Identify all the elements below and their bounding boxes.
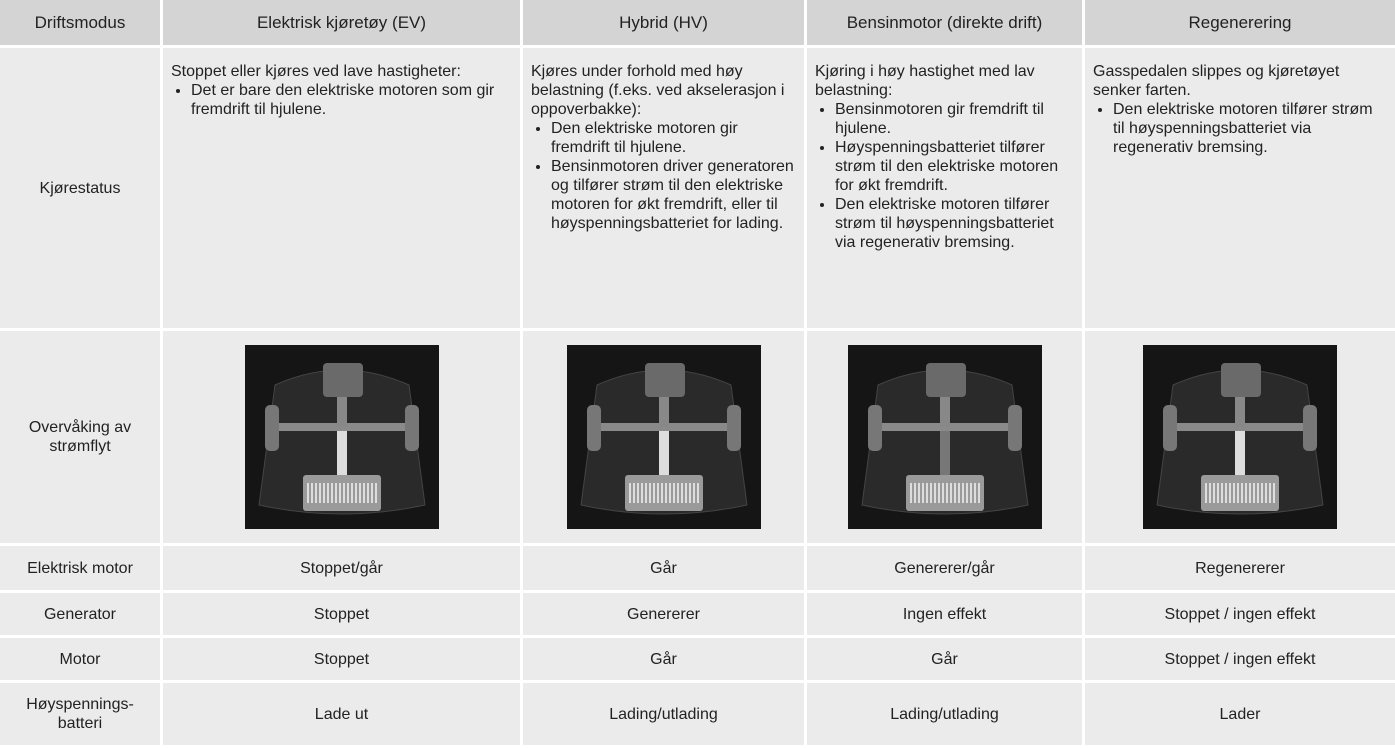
row-label: Elektrisk motor — [0, 546, 160, 590]
cell: Stoppet / ingen effekt — [1085, 638, 1395, 680]
header-cell: Driftsmodus — [0, 0, 160, 45]
status-cell: Kjøres under forhold med høy belastning … — [523, 48, 804, 328]
cell: Lading/utlading — [523, 683, 804, 745]
bullet: Bensinmotoren driver generatoren og tilf… — [551, 157, 796, 233]
header-cell: Elektrisk kjøretøy (EV) — [163, 0, 520, 45]
bullet-list: Den elektriske motoren tilfører strøm ti… — [1093, 100, 1387, 157]
intro: Kjøres under forhold med høy belastning … — [531, 63, 785, 118]
bullet: Høyspenningsbatteriet tilfører strøm til… — [835, 138, 1074, 195]
bullet: Den elektriske motoren tilfører strøm ti… — [1113, 100, 1387, 157]
cell: Genererer — [523, 593, 804, 635]
row-label: Kjørestatus — [0, 48, 160, 328]
header-cell: Hybrid (HV) — [523, 0, 804, 45]
cell: Lading/utlading — [807, 683, 1082, 745]
cell: Går — [523, 638, 804, 680]
intro: Stoppet eller kjøres ved lave hastighete… — [171, 63, 461, 80]
bullet: Den elektriske motoren gir fremdrift til… — [551, 119, 796, 157]
status-cell: Stoppet eller kjøres ved lave hastighete… — [163, 48, 520, 328]
power-flow-image — [847, 345, 1042, 529]
power-flow-image — [1143, 345, 1337, 529]
bullet-list: Den elektriske motoren gir fremdrift til… — [531, 119, 796, 233]
cell: Lader — [1085, 683, 1395, 745]
header-cell: Bensinmotor (direkte drift) — [807, 0, 1082, 45]
status-cell: Gasspedalen slippes og kjøretøyet senker… — [1085, 48, 1395, 328]
intro: Kjøring i høy hastighet med lav belastni… — [815, 63, 1035, 99]
bullet: Den elektriske motoren tilfører strøm ti… — [835, 195, 1074, 252]
cell: Stoppet — [163, 638, 520, 680]
intro: Gasspedalen slippes og kjøretøyet senker… — [1093, 63, 1340, 99]
cell: Stoppet/går — [163, 546, 520, 590]
cell: Går — [523, 546, 804, 590]
bullet: Det er bare den elektriske motoren som g… — [191, 81, 512, 119]
header-cell: Regenerering — [1085, 0, 1395, 45]
row-label: Overvåking av strømflyt — [0, 331, 160, 543]
cell: Går — [807, 638, 1082, 680]
image-cell — [523, 331, 804, 543]
status-cell: Kjøring i høy hastighet med lav belastni… — [807, 48, 1082, 328]
bullet-list: Bensinmotoren gir fremdrift til hjulene.… — [815, 100, 1074, 252]
row-label: Motor — [0, 638, 160, 680]
bullet-list: Det er bare den elektriske motoren som g… — [171, 81, 512, 119]
image-cell — [807, 331, 1082, 543]
cell: Stoppet — [163, 593, 520, 635]
cell: Ingen effekt — [807, 593, 1082, 635]
cell: Regenererer — [1085, 546, 1395, 590]
image-cell — [1085, 331, 1395, 543]
row-label: Generator — [0, 593, 160, 635]
cell: Genererer/går — [807, 546, 1082, 590]
cell: Stoppet / ingen effekt — [1085, 593, 1395, 635]
bullet: Bensinmotoren gir fremdrift til hjulene. — [835, 100, 1074, 138]
row-label: Høyspennings-batteri — [0, 683, 160, 745]
image-cell — [163, 331, 520, 543]
power-flow-image — [566, 345, 761, 529]
cell: Lade ut — [163, 683, 520, 745]
power-flow-image — [244, 345, 439, 529]
